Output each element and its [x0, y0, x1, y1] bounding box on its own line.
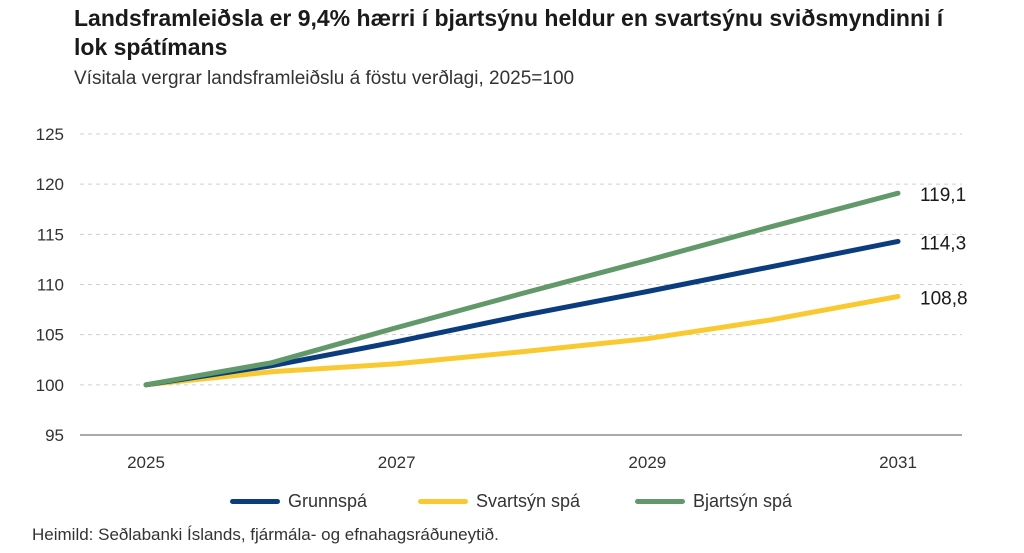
legend-label-bjartsyn: Bjartsýn spá	[693, 490, 793, 511]
chart-title: Landsframleiðsla er 9,4% hærri í bjartsý…	[74, 5, 944, 60]
y-tick-label: 105	[36, 326, 64, 345]
y-tick-label: 125	[36, 125, 64, 144]
y-tick-label: 95	[45, 426, 64, 445]
y-tick-label: 100	[36, 376, 64, 395]
legend-swatch-svartsyn	[418, 498, 468, 504]
series-line-2	[143, 190, 901, 388]
end-value-label: 119,1	[920, 185, 966, 206]
y-tick-label: 110	[37, 276, 64, 295]
x-tick-label: 2025	[127, 453, 165, 472]
legend-item-svartsyn: Svartsýn spá	[418, 486, 580, 516]
legend-item-grunnspa: Grunnspá	[230, 486, 367, 516]
chart-subtitle: Vísitala vergrar landsframleiðslu á föst…	[74, 68, 575, 89]
x-tick-label: 2029	[628, 453, 666, 472]
end-value-label: 108,8	[920, 289, 968, 310]
legend-swatch-bjartsyn	[635, 498, 685, 504]
x-tick-label: 2027	[378, 453, 416, 472]
chart-source: Heimild: Seðlabanki Íslands, fjármála- o…	[32, 525, 499, 544]
chart-legend: Grunnspá Svartsýn spá Bjartsýn spá	[0, 486, 1024, 516]
y-tick-label: 115	[37, 225, 64, 244]
end-value-label: 114,3	[920, 233, 966, 254]
series-line-1	[143, 294, 901, 388]
legend-item-bjartsyn: Bjartsýn spá	[635, 486, 792, 516]
legend-label-svartsyn: Svartsýn spá	[476, 490, 581, 511]
y-tick-label: 120	[36, 175, 64, 194]
series-line-0	[143, 238, 901, 388]
legend-label-grunnspa: Grunnspá	[288, 490, 368, 511]
legend-swatch-grunnspa	[230, 498, 280, 504]
x-tick-label: 2031	[879, 453, 917, 472]
